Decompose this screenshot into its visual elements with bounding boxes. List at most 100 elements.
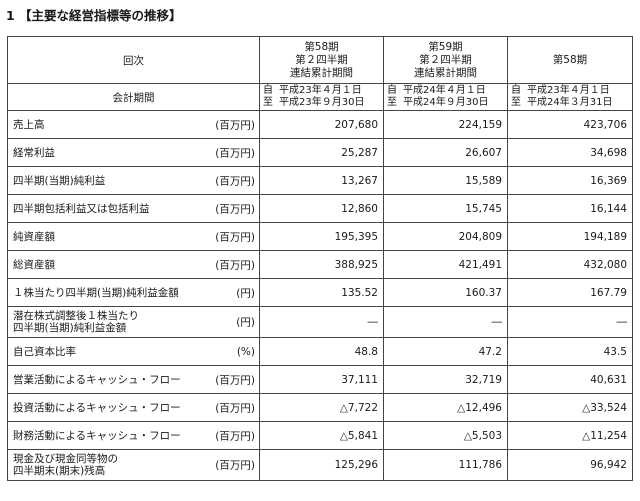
value-cell: ― (383, 306, 508, 338)
period-1-from-mark: 自 (263, 85, 273, 96)
row-name: 営業活動によるキャッシュ・フロー (13, 373, 181, 386)
value-cell: 15,589 (383, 166, 508, 195)
value-cell: 421,491 (383, 250, 508, 279)
row-name: 自己資本比率 (13, 345, 76, 358)
column-header-3-line-1: 第58期 (552, 53, 588, 66)
value-cell: △11,254 (507, 421, 633, 450)
period-2-to: 平成24年９月30日 (403, 97, 489, 108)
row-name: １株当たり四半期(当期)純利益金額 (13, 286, 179, 299)
period-2-from: 平成24年４月１日 (403, 85, 486, 96)
row-name: 純資産額 (13, 230, 55, 243)
value-cell: 26,607 (383, 138, 508, 167)
period-1-to-mark: 至 (263, 97, 273, 108)
row-name-line-1: 現金及び現金同等物の (13, 453, 118, 465)
row-name: 四半期(当期)純利益 (13, 174, 106, 187)
column-header-1-line-3: 連結累計期間 (290, 66, 353, 79)
value-cell: 32,719 (383, 365, 508, 394)
period-2-from-mark: 自 (387, 85, 397, 96)
row-name: 総資産額 (13, 258, 55, 271)
table-row: 財務活動によるキャッシュ・フロー (百万円) △5,841 △5,503 △11,… (7, 421, 633, 450)
value-cell: 135.52 (259, 278, 384, 307)
row-name-line-2: 四半期末(期末)残高 (13, 465, 106, 477)
column-header-2: 第59期 第２四半期 連結累計期間 (383, 36, 508, 84)
row-unit: (百万円) (215, 374, 255, 386)
row-label: １株当たり四半期(当期)純利益金額 (円) (7, 278, 260, 307)
table-row: 四半期(当期)純利益 (百万円) 13,267 15,589 16,369 (7, 166, 633, 195)
row-name-multiline: 潜在株式調整後１株当たり 四半期(当期)純利益金額 (13, 310, 139, 334)
value-cell: 204,809 (383, 222, 508, 251)
row-name: 四半期包括利益又は包括利益 (13, 202, 150, 215)
period-cell-1: 自平成23年４月１日 至平成23年９月30日 (259, 83, 384, 111)
value-cell: 160.37 (383, 278, 508, 307)
value-cell: 96,942 (507, 449, 633, 481)
row-unit: (%) (236, 345, 255, 358)
table-row: 総資産額 (百万円) 388,925 421,491 432,080 (7, 250, 633, 279)
table-row: 経常利益 (百万円) 25,287 26,607 34,698 (7, 138, 633, 167)
value-cell: 194,189 (507, 222, 633, 251)
value-cell: 207,680 (259, 110, 384, 139)
column-header-2-line-2: 第２四半期 (419, 53, 472, 66)
value-cell: △5,841 (259, 421, 384, 450)
row-label: 売上高 (百万円) (7, 110, 260, 139)
row-name: 投資活動によるキャッシュ・フロー (13, 401, 181, 414)
row-unit: (百万円) (215, 231, 255, 243)
row-name: 財務活動によるキャッシュ・フロー (13, 429, 181, 442)
value-cell: 16,369 (507, 166, 633, 195)
table-row: 営業活動によるキャッシュ・フロー (百万円) 37,111 32,719 40,6… (7, 365, 633, 394)
section-heading: 1 【主要な経営指標等の推移】 (6, 8, 182, 23)
row-name-line-2: 四半期(当期)純利益金額 (13, 322, 127, 334)
row-label: 経常利益 (百万円) (7, 138, 260, 167)
value-cell: △12,496 (383, 393, 508, 422)
value-cell: 423,706 (507, 110, 633, 139)
table-row: 自己資本比率 (%) 48.8 47.2 43.5 (7, 337, 633, 366)
row-label: 投資活動によるキャッシュ・フロー (百万円) (7, 393, 260, 422)
table-row: 潜在株式調整後１株当たり 四半期(当期)純利益金額 (円) ― ― ― (7, 306, 633, 338)
row-label: 潜在株式調整後１株当たり 四半期(当期)純利益金額 (円) (7, 306, 260, 338)
period-1-from: 平成23年４月１日 (279, 85, 362, 96)
value-cell: 25,287 (259, 138, 384, 167)
value-cell: ― (259, 306, 384, 338)
row-label: 財務活動によるキャッシュ・フロー (百万円) (7, 421, 260, 450)
column-header-1: 第58期 第２四半期 連結累計期間 (259, 36, 384, 84)
row-label: 営業活動によるキャッシュ・フロー (百万円) (7, 365, 260, 394)
table-row: １株当たり四半期(当期)純利益金額 (円) 135.52 160.37 167.7… (7, 278, 633, 307)
row-unit: (百万円) (215, 203, 255, 215)
row-label: 純資産額 (百万円) (7, 222, 260, 251)
row-unit: (百万円) (215, 259, 255, 271)
row-unit: (百万円) (215, 119, 255, 131)
row-name: 経常利益 (13, 146, 55, 159)
value-cell: 40,631 (507, 365, 633, 394)
period-3-to-mark: 至 (511, 97, 521, 108)
value-cell: 125,296 (259, 449, 384, 481)
table-row: 現金及び現金同等物の 四半期末(期末)残高 (百万円) 125,296 111,78… (7, 449, 633, 481)
period-3-from-mark: 自 (511, 85, 521, 96)
value-cell: 15,745 (383, 194, 508, 223)
table-row: 純資産額 (百万円) 195,395 204,809 194,189 (7, 222, 633, 251)
period-2-to-mark: 至 (387, 97, 397, 108)
row-name-multiline: 現金及び現金同等物の 四半期末(期末)残高 (13, 453, 118, 477)
row-unit: (百万円) (215, 402, 255, 414)
row-name-line-1: 潜在株式調整後１株当たり (13, 310, 139, 322)
row-name: 売上高 (13, 118, 45, 131)
value-cell: 47.2 (383, 337, 508, 366)
value-cell: 12,860 (259, 194, 384, 223)
row-unit: (百万円) (215, 175, 255, 187)
accounting-period-label: 会計期間 (7, 83, 260, 111)
value-cell: 224,159 (383, 110, 508, 139)
table-row: 投資活動によるキャッシュ・フロー (百万円) △7,722 △12,496 △33… (7, 393, 633, 422)
period-1-to: 平成23年９月30日 (279, 97, 365, 108)
column-header-3: 第58期 (507, 36, 633, 84)
financial-indicators-table: 回次 第58期 第２四半期 連結累計期間 第59期 第２四半期 連結累計期間 第… (7, 36, 633, 481)
value-cell: ― (507, 306, 633, 338)
value-cell: 432,080 (507, 250, 633, 279)
table-row: 売上高 (百万円) 207,680 224,159 423,706 (7, 110, 633, 139)
value-cell: 111,786 (383, 449, 508, 481)
row-label: 自己資本比率 (%) (7, 337, 260, 366)
row-unit: (円) (236, 287, 255, 299)
row-label: 総資産額 (百万円) (7, 250, 260, 279)
row-unit: (百万円) (215, 430, 255, 442)
row-label: 四半期(当期)純利益 (百万円) (7, 166, 260, 195)
value-cell: 388,925 (259, 250, 384, 279)
row-unit: (円) (236, 316, 255, 329)
column-header-1-line-2: 第２四半期 (295, 53, 348, 66)
